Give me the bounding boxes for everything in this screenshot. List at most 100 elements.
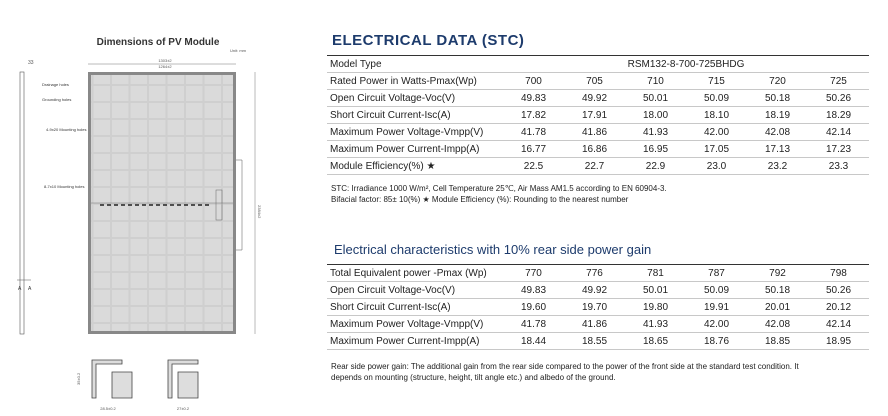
cell: 798 (808, 264, 869, 282)
rear-note: Rear side power gain: The additional gai… (331, 362, 799, 382)
cell: 49.92 (564, 89, 625, 107)
cell: 17.13 (747, 140, 808, 158)
cell: 42.08 (747, 315, 808, 333)
note: STC: Irradiance 1000 W/m², Cell Temperat… (331, 184, 667, 193)
cell: 710 (625, 72, 686, 90)
cell: 19.70 (564, 298, 625, 316)
cell: 50.09 (686, 89, 747, 107)
cell: 18.00 (625, 106, 686, 124)
cell: 50.01 (625, 281, 686, 299)
cell: Short Circuit Current-Isc(A) (327, 106, 503, 124)
cell: 41.86 (564, 123, 625, 141)
stc-table: Model Type RSM132-8-700-725BHDG Rated Powe… (327, 55, 869, 175)
cell: 725 (808, 72, 869, 90)
row: Short Circuit Current-Isc(A) 17.82 17.91 18… (327, 106, 869, 124)
cell: 770 (503, 264, 564, 282)
cell: 41.78 (503, 315, 564, 333)
cell: 18.65 (625, 332, 686, 350)
stc-notes: STC: Irradiance 1000 W/m², Cell Temperat… (331, 183, 667, 205)
cell: 41.86 (564, 315, 625, 333)
cell: 42.14 (808, 315, 869, 333)
cell: 50.09 (686, 281, 747, 299)
cell: Short Circuit Current-Isc(A) (327, 298, 503, 316)
cell: 700 (503, 72, 564, 90)
cell: 23.2 (747, 157, 808, 175)
cell: 18.76 (686, 332, 747, 350)
cell: Open Circuit Voltage-Voc(V) (327, 281, 503, 299)
dim: 28.5±0.2 (100, 406, 116, 411)
cell: 42.08 (747, 123, 808, 141)
cell: 16.77 (503, 140, 564, 158)
dim: 1264±2 (158, 64, 172, 69)
cell: 18.10 (686, 106, 747, 124)
cell: 50.18 (747, 89, 808, 107)
cell: 17.23 (808, 140, 869, 158)
cell: 50.26 (808, 281, 869, 299)
module-drawing: Dimensions of PV Module Unit: mm 1303±2 … (17, 37, 262, 411)
cell: 705 (564, 72, 625, 90)
row: Maximum Power Current-Impp(A) 16.77 16.86 1… (327, 140, 869, 158)
cell: 16.95 (625, 140, 686, 158)
callout: 8-7x10 Mounting holes (44, 184, 84, 189)
note: Bifacial factor: 85± 10(%) ★ Module Effi… (331, 195, 629, 204)
cell: Maximum Power Voltage-Vmpp(V) (327, 123, 503, 141)
cell: Maximum Power Current-Impp(A) (327, 332, 503, 350)
cell: 22.9 (625, 157, 686, 175)
row: Rated Power in Watts-Pmax(Wp) 700 705 710 71… (327, 72, 869, 90)
cell: 23.3 (808, 157, 869, 175)
cell: 42.00 (686, 315, 747, 333)
cell: 42.14 (808, 123, 869, 141)
cell: 19.60 (503, 298, 564, 316)
cell: 19.91 (686, 298, 747, 316)
cell: 49.83 (503, 89, 564, 107)
callout: Grounding holes (42, 97, 71, 102)
cell: 19.80 (625, 298, 686, 316)
cell: 792 (747, 264, 808, 282)
cell: 18.19 (747, 106, 808, 124)
row: Model Type RSM132-8-700-725BHDG (327, 55, 869, 73)
cell: 41.78 (503, 123, 564, 141)
cell: 17.91 (564, 106, 625, 124)
dim: 2384±2 (257, 205, 262, 219)
cell: 41.93 (625, 123, 686, 141)
cell: Model Type (327, 55, 503, 73)
cell: 18.85 (747, 332, 808, 350)
cell: 49.83 (503, 281, 564, 299)
rear-title: Electrical characteristics with 10% rear… (334, 242, 652, 257)
cell: 50.18 (747, 281, 808, 299)
cell: 20.01 (747, 298, 808, 316)
unit: Unit: mm (230, 48, 247, 53)
cell: 41.93 (625, 315, 686, 333)
row: Maximum Power Voltage-Vmpp(V) 41.78 41.86 4… (327, 315, 869, 333)
cell: 23.0 (686, 157, 747, 175)
cell: 720 (747, 72, 808, 90)
section-label: A (28, 286, 32, 292)
cell: Open Circuit Voltage-Voc(V) (327, 89, 503, 107)
cell: 50.01 (625, 89, 686, 107)
cell: 17.82 (503, 106, 564, 124)
cell: 715 (686, 72, 747, 90)
row: Short Circuit Current-Isc(A) 19.60 19.70 19… (327, 298, 869, 316)
cell: 17.05 (686, 140, 747, 158)
cell: 20.12 (808, 298, 869, 316)
row: Maximum Power Voltage-Vmpp(V) 41.78 41.86 4… (327, 123, 869, 141)
callout: 4-9x20 Mounting holes (46, 127, 86, 132)
stc-title: ELECTRICAL DATA (STC) (332, 32, 525, 49)
dim: 35±0.2 (76, 372, 81, 385)
dim: 1303±2 (158, 58, 172, 63)
cell: 50.26 (808, 89, 869, 107)
cell: 22.7 (564, 157, 625, 175)
section-label: A (18, 286, 22, 292)
cell: 49.92 (564, 281, 625, 299)
cell: 22.5 (503, 157, 564, 175)
cell: 18.95 (808, 332, 869, 350)
cell: Total Equivalent power -Pmax (Wp) (327, 264, 503, 282)
dim: 33 (28, 60, 34, 66)
callout: Drainage holes (42, 82, 69, 87)
cell: 18.29 (808, 106, 869, 124)
cell: Module Efficiency(%) ★ (327, 157, 503, 175)
cell: 18.55 (564, 332, 625, 350)
cell: 787 (686, 264, 747, 282)
cell: Maximum Power Current-Impp(A) (327, 140, 503, 158)
